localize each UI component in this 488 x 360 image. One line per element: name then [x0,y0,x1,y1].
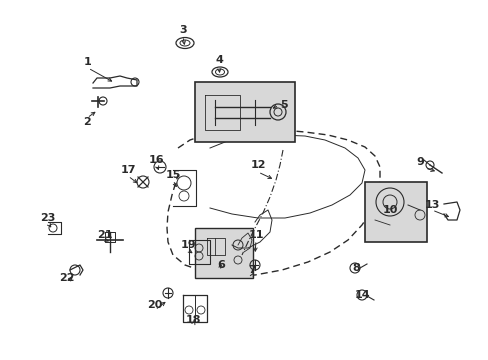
Text: 5: 5 [280,100,287,110]
Text: 6: 6 [217,260,224,270]
Text: 21: 21 [97,230,113,240]
Text: 12: 12 [250,160,265,170]
Text: 11: 11 [248,230,263,240]
Bar [195,82,294,142]
Text: 15: 15 [165,170,181,180]
Text: 20: 20 [147,300,163,310]
Text: 7: 7 [247,265,255,275]
Text: 17: 17 [120,165,136,175]
Text: 16: 16 [149,155,164,165]
Text: 10: 10 [382,205,397,215]
Bar [364,182,426,242]
Text: 4: 4 [215,55,223,65]
Text: 2: 2 [83,117,91,127]
Text: 1: 1 [84,57,92,67]
Text: 19: 19 [180,240,195,250]
Text: 9: 9 [415,157,423,167]
Text: 3: 3 [179,25,186,35]
Text: 22: 22 [59,273,75,283]
Text: 8: 8 [351,263,359,273]
Text: 23: 23 [40,213,56,223]
Text: 14: 14 [354,290,370,300]
Text: 13: 13 [424,200,439,210]
Text: 18: 18 [185,315,201,325]
Bar [195,228,252,278]
